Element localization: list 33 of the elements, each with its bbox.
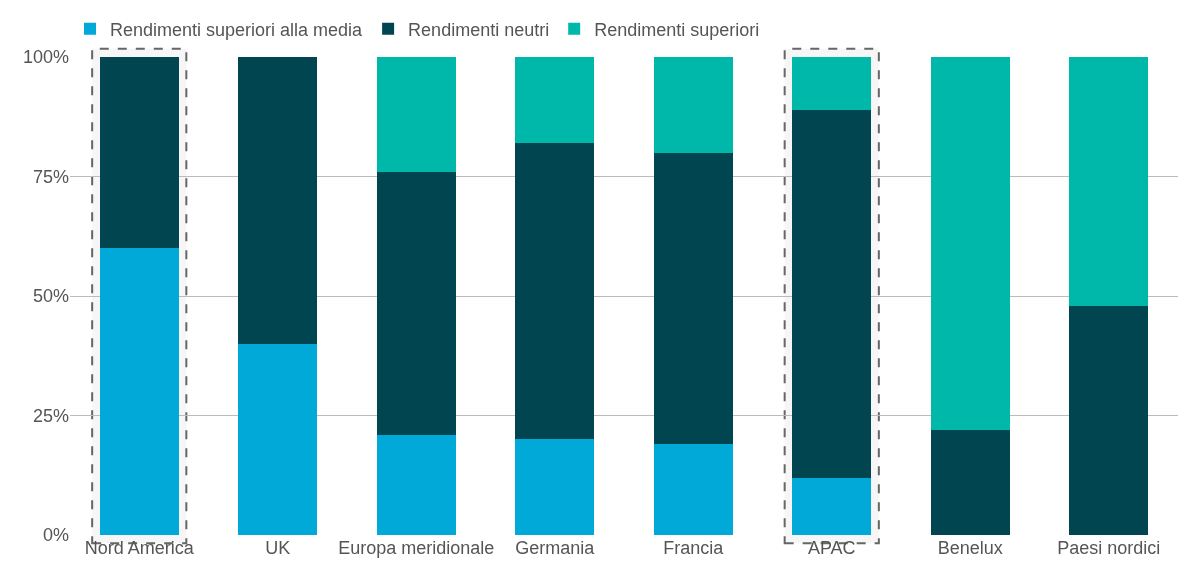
bar	[238, 57, 318, 344]
bar	[376, 171, 456, 435]
bar	[1069, 305, 1149, 535]
x-tick-label: UK	[265, 538, 291, 558]
bar	[792, 477, 872, 535]
bar	[653, 57, 733, 153]
legend-label: Rendimenti superiori	[594, 19, 760, 40]
bar	[515, 439, 595, 535]
x-tick-label: Francia	[663, 538, 725, 558]
legend-label: Rendimenti superiori alla media	[110, 19, 364, 40]
x-tick-label: Germania	[515, 538, 596, 558]
legend-label: Rendimenti neutri	[408, 19, 550, 40]
x-tick-label: APAC	[807, 538, 856, 558]
y-tick-label: 0%	[42, 525, 69, 546]
bar	[376, 57, 456, 172]
y-tick-label: 50%	[32, 286, 69, 307]
x-tick-label: Europa meridionale	[338, 538, 495, 558]
y-tick-label: 75%	[32, 166, 69, 187]
bar	[515, 57, 595, 144]
bar	[792, 57, 872, 110]
bar	[653, 152, 733, 445]
x-tick-label: Paesi nordici	[1057, 538, 1161, 558]
bar	[1069, 57, 1149, 306]
y-tick-label: 100%	[22, 47, 69, 68]
bar	[238, 343, 318, 535]
bar	[515, 143, 595, 440]
x-tick-label: Benelux	[937, 538, 1003, 558]
y-tick-label: 25%	[32, 405, 69, 426]
bar	[930, 429, 1010, 535]
x-tick-label: Nord America	[84, 538, 195, 558]
bar	[376, 434, 456, 535]
bar	[930, 57, 1010, 430]
bar	[653, 444, 733, 535]
